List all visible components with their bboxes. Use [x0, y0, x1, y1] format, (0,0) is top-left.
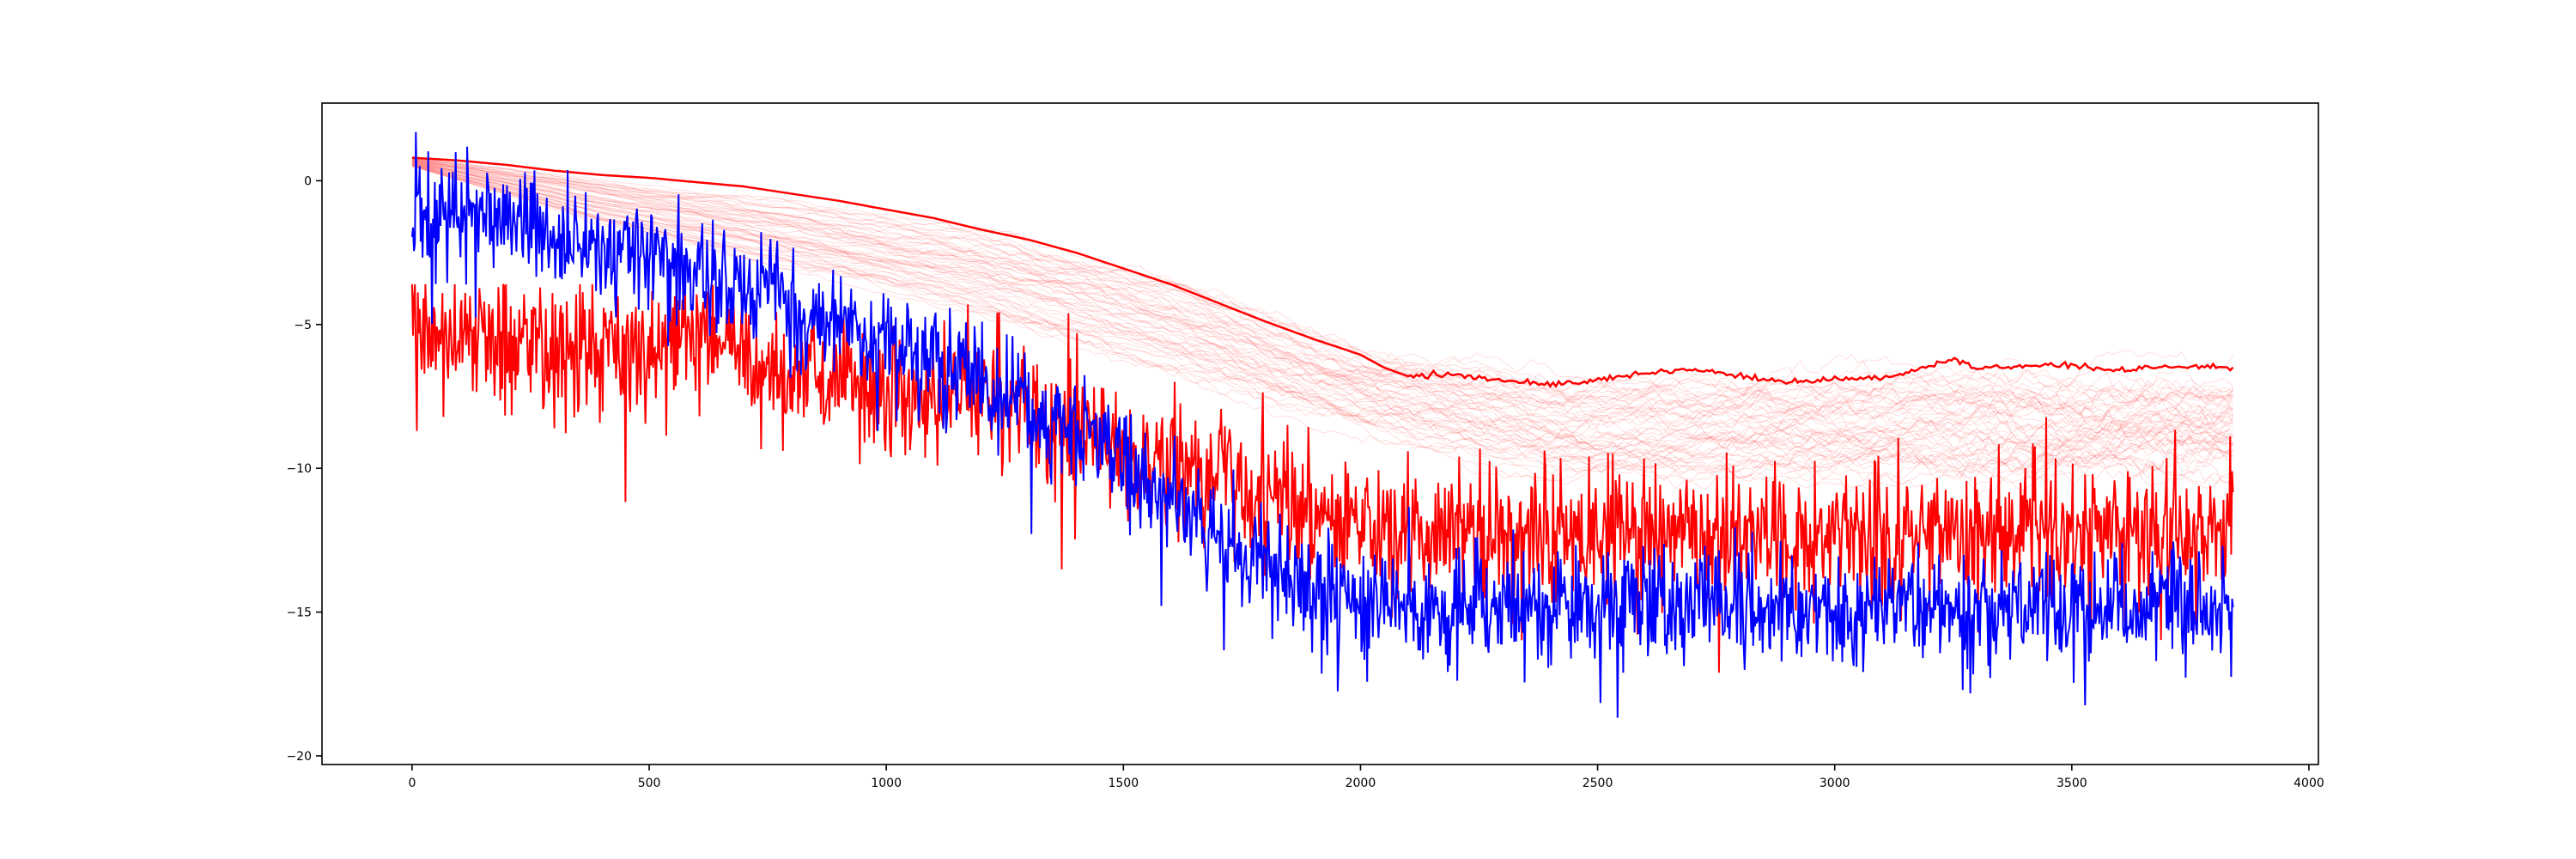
faint-band-line: [411, 162, 2233, 456]
x-tick-label: 3000: [1820, 777, 1850, 790]
faint-band-line: [411, 166, 2233, 484]
axes: 0 500 1000 1500 2000 2500 3000 3500 4000 0 −5 −10 −1…: [286, 102, 2324, 790]
y-tick-label: −15: [286, 606, 312, 620]
faint-band-line: [411, 161, 2233, 448]
faint-band-line: [411, 161, 2233, 443]
faint-band-line: [411, 164, 2233, 481]
x-tick-label: 4000: [2293, 777, 2324, 790]
faint-band-line: [411, 161, 2233, 455]
faint-band-line: [411, 162, 2233, 478]
faint-band-line: [411, 162, 2233, 454]
faint-band-line: [411, 164, 2233, 490]
faint-band-line: [411, 166, 2233, 493]
y-tick-label: −10: [286, 462, 312, 476]
y-tick-label: −5: [294, 319, 312, 332]
faint-band-line: [411, 165, 2233, 491]
x-tick-label: 0: [408, 777, 416, 790]
faint-band-line: [411, 160, 2233, 435]
faint-band-line: [411, 161, 2233, 442]
faint-band-line: [411, 159, 2233, 422]
faint-band-line: [411, 157, 2234, 412]
x-tick-label: 2500: [1583, 777, 1613, 790]
x-tick-label: 3500: [2057, 777, 2087, 790]
x-tick-label: 1500: [1108, 777, 1139, 790]
axes-frame: [321, 102, 2319, 765]
x-tick-label: 1000: [871, 777, 902, 790]
faint-band-line: [411, 163, 2233, 466]
faint-band-line: [411, 158, 2233, 425]
faint-band-line: [411, 157, 2233, 402]
faint-band-line: [411, 162, 2233, 460]
series-envelope-line: [411, 156, 2234, 388]
y-tick-label: −20: [286, 750, 312, 764]
faint-band-line: [411, 159, 2234, 430]
faint-band-line: [411, 164, 2233, 479]
faint-band-line: [411, 163, 2233, 454]
faint-band-line: [411, 162, 2233, 462]
faint-band-line: [411, 157, 2233, 411]
faint-band-line: [411, 164, 2233, 486]
faint-band-line: [411, 158, 2233, 418]
faint-band-line: [411, 165, 2234, 499]
faint-band-line: [411, 160, 2233, 436]
faint-band-line: [411, 164, 2233, 481]
faint-band-line: [411, 165, 2234, 484]
x-tick-label: 500: [638, 777, 661, 790]
faint-band-line: [411, 161, 2233, 466]
faint-band-line: [411, 160, 2233, 432]
plot-area: [410, 131, 2234, 718]
faint-band-line: [411, 158, 2234, 436]
faint-band-line: [411, 159, 2234, 415]
faint-band-line: [411, 165, 2234, 484]
faint-band-line: [411, 163, 2233, 474]
faint-band-line: [411, 161, 2233, 453]
faint-band-line: [411, 160, 2233, 436]
y-tick-label: 0: [304, 174, 312, 188]
faint-band-line: [411, 161, 2233, 451]
faint-band-line: [411, 161, 2234, 457]
faint-band-line: [411, 163, 2233, 473]
faint-band-line: [411, 163, 2233, 476]
series-blue-noisy-line: [410, 131, 2234, 718]
faint-band-line: [411, 163, 2233, 461]
faint-band-line: [411, 161, 2233, 447]
faint-band-line: [411, 157, 2233, 411]
faint-band-line: [411, 160, 2233, 440]
faint-band-line: [411, 159, 2233, 428]
faint-band-line: [411, 158, 2233, 411]
x-tick-label: 2000: [1346, 777, 1376, 790]
faint-band-line: [411, 158, 2233, 422]
faint-band-line: [411, 159, 2233, 424]
faint-band-line: [411, 157, 2233, 412]
faint-band-line: [411, 159, 2234, 427]
faint-band-line: [411, 161, 2233, 448]
faint-band-line: [411, 161, 2233, 467]
